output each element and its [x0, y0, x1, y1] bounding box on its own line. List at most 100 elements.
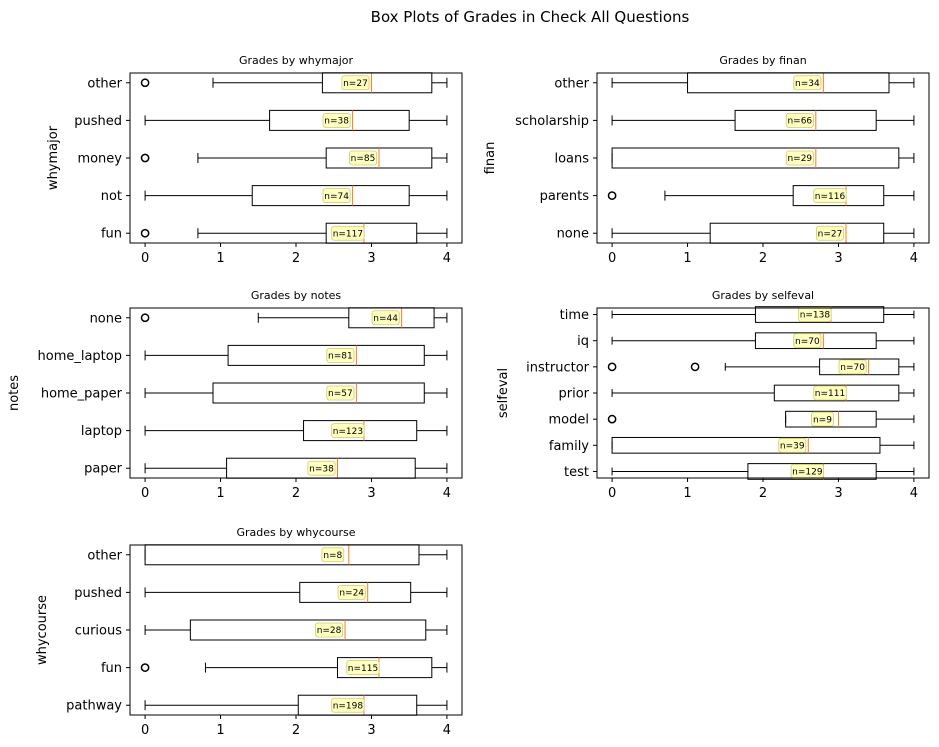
x-tick-label: 0	[608, 486, 616, 501]
box-curious: n=28	[144, 619, 448, 641]
x-tick-label: 0	[608, 251, 616, 266]
outlier-point	[140, 313, 150, 323]
y-tick-label: not	[101, 189, 122, 204]
subplot-finan: Grades by finan n=34 n=66 n=29 n=116 n=27 othe…	[483, 54, 930, 266]
count-label: n=116	[815, 192, 846, 202]
count-label-bg	[321, 547, 345, 563]
box-paper: n=38	[144, 457, 448, 479]
iqr-box	[709, 222, 885, 244]
box-laptop: n=123	[144, 420, 448, 442]
iqr-box	[773, 384, 900, 402]
count-label-bg	[331, 225, 365, 241]
iqr-box	[189, 619, 427, 641]
x-tick-label: 1	[683, 251, 691, 266]
count-label: n=70	[795, 337, 820, 347]
count-label-bg	[813, 385, 847, 401]
outlier-point	[140, 228, 150, 238]
box-none: n=44	[140, 307, 448, 329]
x-tick-label: 4	[443, 486, 451, 501]
y-tick-label: other	[554, 76, 589, 91]
iqr-box	[754, 332, 877, 350]
x-tick-label: 0	[141, 486, 149, 501]
subplot-title: Grades by whycourse	[236, 526, 355, 539]
y-tick-label: home_paper	[41, 387, 123, 402]
y-axis-label: notes	[7, 375, 22, 411]
count-label-bg	[315, 622, 344, 638]
subplot-title: Grades by notes	[251, 289, 342, 302]
x-tick-label: 2	[292, 251, 300, 266]
iqr-box	[747, 463, 877, 480]
x-tick-label: 2	[292, 486, 300, 501]
y-tick-label: none	[90, 311, 122, 326]
x-tick-label: 3	[834, 251, 842, 266]
count-label: n=115	[348, 664, 378, 674]
outlier-point	[607, 191, 617, 200]
count-label: n=27	[818, 229, 843, 239]
y-tick-label: paper	[84, 462, 122, 477]
iqr-box	[337, 657, 433, 679]
count-label-bg	[326, 347, 355, 363]
iqr-box	[303, 420, 418, 442]
box-time: n=138	[611, 306, 915, 323]
count-label-bg	[326, 385, 355, 401]
x-tick-label: 3	[834, 486, 842, 501]
y-tick-label: parents	[540, 189, 590, 204]
y-tick-label: model	[549, 413, 589, 428]
count-label: n=34	[795, 79, 820, 89]
subplot-title: Grades by whymajor	[239, 54, 353, 67]
y-axis-label: selfeval	[496, 368, 511, 418]
y-tick-label: iq	[577, 334, 589, 349]
count-label: n=8	[323, 551, 342, 561]
iqr-box	[611, 147, 900, 169]
y-tick-label: fun	[101, 227, 122, 242]
box-none: n=27	[611, 222, 915, 244]
x-tick-label: 0	[141, 251, 149, 266]
y-tick-label: instructor	[526, 360, 590, 375]
iqr-box	[785, 410, 877, 428]
count-label-bg	[346, 660, 380, 676]
count-label-bg	[331, 423, 365, 439]
outlier-point	[690, 362, 700, 372]
count-label-bg	[838, 359, 867, 375]
count-label: n=85	[351, 154, 376, 164]
count-label-bg	[348, 150, 377, 166]
y-tick-label: money	[77, 152, 122, 167]
iqr-box	[754, 306, 885, 323]
box-prior: n=111	[611, 384, 915, 402]
count-label-bg	[341, 75, 370, 91]
iqr-box	[299, 581, 412, 603]
outlier-point	[607, 414, 617, 424]
y-tick-label: scholarship	[515, 114, 589, 129]
iqr-box	[687, 72, 890, 94]
box-money: n=85	[140, 147, 448, 169]
y-tick-label: pushed	[74, 114, 122, 129]
box-pushed: n=38	[144, 109, 448, 131]
y-axis-label: whymajor	[46, 125, 61, 190]
count-label: n=38	[309, 464, 334, 474]
box-other: n=8	[144, 544, 448, 566]
x-tick-label: 2	[759, 486, 767, 501]
iqr-box	[819, 358, 900, 376]
y-tick-label: prior	[558, 387, 589, 402]
count-label: n=74	[324, 192, 349, 202]
count-label: n=66	[787, 117, 812, 127]
iqr-box	[212, 382, 425, 404]
x-tick-label: 2	[292, 723, 300, 738]
figure-suptitle: Box Plots of Grades in Check All Questio…	[371, 8, 690, 26]
box-other: n=34	[611, 72, 915, 94]
iqr-box	[251, 185, 410, 207]
count-label: n=117	[333, 229, 363, 239]
count-label: n=27	[343, 79, 368, 89]
iqr-box	[269, 109, 410, 131]
count-label: n=39	[780, 442, 805, 452]
count-label: n=57	[328, 389, 353, 399]
iqr-box	[321, 72, 433, 94]
box-iq: n=70	[611, 332, 915, 350]
y-tick-label: family	[549, 439, 589, 454]
subplot-selfeval: Grades by selfeval n=138 n=70 n=70 n=111 n=9 n…	[496, 289, 930, 501]
count-label-bg	[816, 225, 845, 241]
box-pathway: n=198	[144, 694, 448, 716]
y-tick-label: other	[87, 548, 122, 563]
box-other: n=27	[140, 72, 448, 94]
